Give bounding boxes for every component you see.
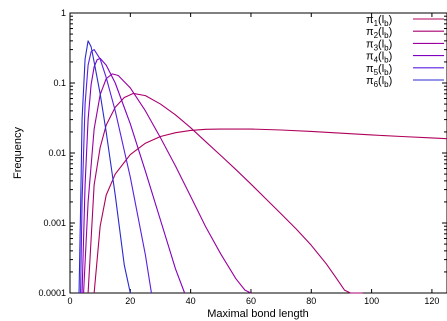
x-axis-label: Maximal bond length	[207, 308, 309, 320]
series-line-1	[93, 128, 447, 294]
x-tick-label: 60	[246, 296, 256, 306]
legend-entry-6: π6(lb)	[366, 75, 392, 89]
series-layer	[78, 40, 447, 294]
series-line-5	[80, 49, 152, 294]
series-line-6	[78, 40, 131, 294]
series-line-2	[87, 92, 363, 294]
x-tick-label: 40	[186, 296, 196, 306]
legend-entry-4: π4(lb)	[366, 51, 392, 65]
y-axis-label: Frequency	[12, 127, 24, 179]
y-tick-label: 0.001	[43, 218, 66, 228]
y-tick-label: 0.01	[48, 148, 66, 158]
legend-entry-5: π5(lb)	[366, 63, 392, 77]
legend-entry-3: π3(lb)	[366, 38, 392, 52]
series-line-4	[81, 57, 186, 294]
legend: π1(lb)π2(lb)π3(lb)π4(lb)π5(lb)π6(lb)	[366, 14, 444, 89]
x-tick-label: 0	[67, 296, 72, 306]
series-line-3	[83, 73, 252, 294]
y-tick-label: 1	[61, 8, 66, 18]
legend-entry-1: π1(lb)	[366, 14, 392, 28]
x-tick-label: 20	[125, 296, 135, 306]
x-tick-label: 120	[424, 296, 439, 306]
x-tick-label: 80	[306, 296, 316, 306]
legend-entry-2: π2(lb)	[366, 26, 392, 40]
x-tick-label: 100	[364, 296, 379, 306]
x-axis-ticks: 0 20 40 60 80 100 120	[67, 13, 439, 306]
y-tick-label: 0.0001	[38, 288, 66, 298]
y-tick-label: 0.1	[53, 78, 66, 88]
